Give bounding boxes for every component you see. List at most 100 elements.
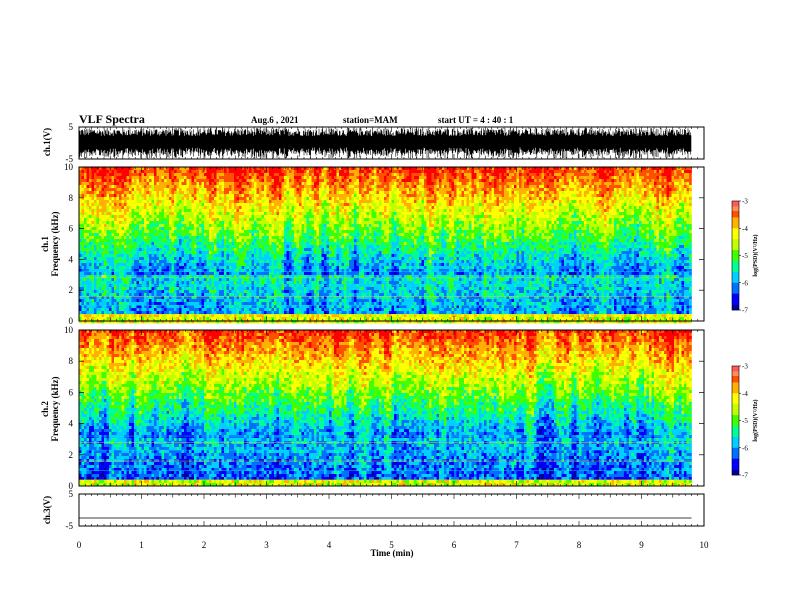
spectrogram-cell [89, 170, 92, 173]
spectrogram-cell [172, 200, 175, 203]
spectrogram-cell [189, 290, 192, 293]
spectrogram-cell [144, 263, 147, 266]
spectrogram-cell [284, 287, 287, 290]
spectrogram-cell [164, 254, 167, 257]
spectrogram-cell [224, 176, 227, 179]
spectrogram-cell [279, 245, 282, 248]
spectrogram-cell [152, 197, 155, 200]
spectrogram-cell [97, 209, 100, 212]
spectrogram-cell [162, 257, 165, 260]
spectrogram-cell [287, 200, 290, 203]
spectrogram-cell [307, 236, 310, 239]
spectrogram-cell [159, 245, 162, 248]
spectrogram-cell [284, 290, 287, 293]
spectrogram-cell [272, 170, 275, 173]
spectrogram-cell [244, 188, 247, 191]
spectrogram-cell [279, 281, 282, 284]
spectrogram-cell [162, 293, 165, 296]
spectrogram-cell [194, 221, 197, 224]
spectrogram-cell [174, 311, 177, 314]
spectrogram-cell [227, 227, 230, 230]
spectrogram-cell [97, 191, 100, 194]
spectrogram-cell [304, 308, 307, 311]
spectrogram-cell [249, 239, 252, 242]
spectrogram-cell [84, 218, 87, 221]
spectrogram-cell [119, 212, 122, 215]
spectrogram-cell [267, 245, 270, 248]
spectrogram-cell [289, 272, 292, 275]
spectrogram-cell [199, 170, 202, 173]
spectrogram-cell [124, 236, 127, 239]
spectrogram-cell [302, 290, 305, 293]
spectrogram-cell [269, 302, 272, 305]
spectrogram-cell [212, 260, 215, 263]
spectrogram-cell [157, 233, 160, 236]
spectrogram-cell [274, 320, 277, 323]
spectrogram-cell [194, 194, 197, 197]
spectrogram-cell [272, 206, 275, 209]
spectrogram-cell [109, 293, 112, 296]
spectrogram-cell [119, 233, 122, 236]
spectrogram-cell [177, 257, 180, 260]
spectrogram-cell [192, 203, 195, 206]
spectrogram-cell [304, 263, 307, 266]
spectrogram-cell [124, 251, 127, 254]
spectrogram-cell [244, 203, 247, 206]
spectrogram-cell [289, 185, 292, 188]
spectrogram-cell [129, 215, 132, 218]
spectrogram-cell [99, 254, 102, 257]
spectrogram-cell [204, 230, 207, 233]
spectrogram-cell [134, 230, 137, 233]
spectrogram-cell [139, 230, 142, 233]
spectrogram-cell [144, 185, 147, 188]
spectrogram-cell [154, 227, 157, 230]
spectrogram-cell [182, 308, 185, 311]
spectrogram-cell [162, 287, 165, 290]
spectrogram-cell [289, 299, 292, 302]
spectrogram-cell [197, 224, 200, 227]
spectrogram-cell [272, 254, 275, 257]
spectrogram-cell [269, 287, 272, 290]
spectrogram-cell [202, 287, 205, 290]
spectrogram-cell [134, 254, 137, 257]
spectrogram-cell [174, 185, 177, 188]
spectrogram-cell [84, 242, 87, 245]
spectrogram-cell [134, 200, 137, 203]
spectrogram-cell [129, 263, 132, 266]
spectrogram-cell [157, 287, 160, 290]
spectrogram-cell [252, 278, 255, 281]
spectrogram-cell [262, 263, 265, 266]
spectrogram-cell [134, 248, 137, 251]
spectrogram-cell [132, 179, 135, 182]
spectrogram-cell [87, 254, 90, 257]
spectrogram-cell [92, 266, 95, 269]
spectrogram-cell [177, 194, 180, 197]
spectrogram-cell [157, 320, 160, 323]
spectrogram-cell [129, 236, 132, 239]
spectrogram-cell [227, 218, 230, 221]
spectrogram-cell [297, 203, 300, 206]
spectrogram-cell [179, 242, 182, 245]
spectrogram-cell [287, 302, 290, 305]
spectrogram-cell [217, 218, 220, 221]
spectrogram-cell [89, 290, 92, 293]
spectrogram-cell [92, 212, 95, 215]
spectrogram-cell [164, 209, 167, 212]
spectrogram-cell [252, 287, 255, 290]
spectrogram-cell [124, 239, 127, 242]
spectrogram-cell [207, 173, 210, 176]
spectrogram-cell [257, 257, 260, 260]
spectrogram-cell [302, 227, 305, 230]
spectrogram-cell [122, 176, 125, 179]
spectrogram-cell [282, 200, 285, 203]
spectrogram-cell [247, 215, 250, 218]
spectrogram-cell [202, 206, 205, 209]
spectrogram-cell [287, 242, 290, 245]
spectrogram-cell [252, 209, 255, 212]
spectrogram-cell [107, 206, 110, 209]
spectrogram-cell [159, 176, 162, 179]
spectrogram-cell [304, 311, 307, 314]
spectrogram-cell [242, 239, 245, 242]
spectrogram-cell [227, 263, 230, 266]
spectrogram-cell [147, 182, 150, 185]
